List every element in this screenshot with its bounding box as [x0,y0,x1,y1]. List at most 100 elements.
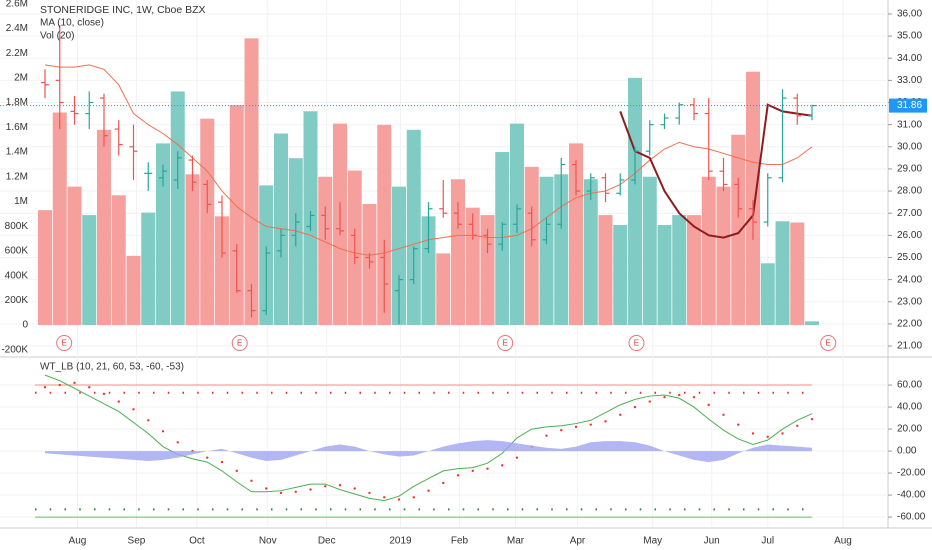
wt-dot [678,393,681,397]
volume-bar [775,221,790,326]
wt-dot [147,419,150,422]
earnings-marker [497,335,514,351]
wt-dot [250,479,253,482]
volume-bar [465,207,480,326]
wt-dot [796,424,799,427]
volume-bar [215,216,229,326]
x-tick-label: Sep [128,536,146,547]
price-tick-label: 33.00 [897,75,922,86]
osc-tick-label: 20.00 [897,424,922,435]
wt-dot [102,392,106,396]
x-tick-label: Jul [761,536,774,547]
wt-dot [663,395,666,399]
wt-dot [235,469,238,473]
volume-bar [598,215,613,326]
wt-dot [132,408,135,411]
price-tick-label: 28.00 [897,186,922,197]
vol-legend[interactable]: Vol (20) [40,31,74,42]
volume-tick-label: 2.6M [6,0,28,9]
volume-tick-label: 1.4M [6,147,28,158]
volume-bar [318,176,333,326]
volume-tick-label: 2.2M [6,48,28,59]
price-tick-label: 25.00 [897,252,922,263]
volume-bar [156,143,170,326]
wt-dot [589,423,592,426]
price-tick-label: 26.00 [897,230,922,241]
volume-tick-label: 2M [14,73,28,84]
wt-dot [58,383,61,387]
x-tick-label: Oct [189,536,205,547]
volume-bar [657,224,672,326]
volume-tick-label: 1.2M [6,171,28,182]
wt-dot [427,489,430,492]
trail-line [619,103,813,239]
osc-tick-label: -20.00 [897,468,926,479]
price-tick-label: 36.00 [897,9,922,20]
wt-dot [574,425,578,429]
wt-dot [383,496,386,499]
osc-tick-label: 0.00 [897,446,917,457]
wt-dot [471,469,474,473]
wt-dot [486,467,489,470]
volume-bar [141,212,156,326]
wt-dot [560,428,563,432]
symbol-title[interactable]: STONERIDGE INC, 1W, Cboe BZX [40,4,206,16]
wt-dot [545,434,548,437]
wt-dot [265,487,268,490]
volume-bar [583,179,598,326]
wt-dot [766,435,769,438]
wt-dot [309,488,312,491]
wt-dot [220,460,224,464]
x-tick-label: Jun [704,536,720,547]
wt-dot [338,483,342,487]
wt-dot [751,432,755,435]
x-tick-label: Aug [834,536,852,547]
wt-dot [88,386,91,389]
volume-tick-label: 200K [5,295,29,306]
volume-bar [377,124,392,326]
volume-bar [67,186,82,326]
wt-dot [161,430,165,433]
volume-tick-label: 2.4M [6,23,28,34]
wt-dot [368,491,371,495]
x-tick-label: Dec [318,536,336,547]
volume-bar [613,224,628,326]
volume-tick-label: -200K [1,344,28,355]
volume-bar [701,176,716,326]
volume-bar [82,215,97,326]
last-price-box [889,98,927,113]
wt-dot [456,474,460,477]
x-tick-label: Mar [507,536,525,547]
earnings-marker [231,335,248,351]
wt-dot [279,491,283,495]
volume-tick-label: 1M [14,196,28,207]
volume-bar [687,215,701,326]
volume-bar [628,77,642,326]
wt-dot [648,400,651,403]
earnings-label: E [503,339,508,348]
price-tick-label: 35.00 [897,31,922,42]
volume-bar [642,176,657,326]
volume-bar [554,174,569,326]
volume-bar [406,129,421,326]
oscillator-legend[interactable]: WT_LB (10, 21, 60, 53, -60, -53) [40,362,184,373]
volume-bar [451,179,465,326]
volume-bar [52,112,67,326]
volume-tick-label: 1.8M [6,97,28,108]
volume-bar [244,38,259,326]
wt-dot [619,413,622,416]
wt-dot [324,485,327,488]
earnings-marker [820,335,837,351]
wt-dot [707,403,710,407]
volume-bar [111,195,126,326]
wt-dot [722,413,725,416]
wt-dot [397,498,401,501]
ma-legend[interactable]: MA (10, close) [40,18,104,29]
price-tick-label: 21.00 [897,341,922,352]
volume-tick-label: 600K [5,246,29,257]
wt-area [45,440,812,463]
earnings-label: E [237,339,242,348]
volume-bar [170,91,185,326]
